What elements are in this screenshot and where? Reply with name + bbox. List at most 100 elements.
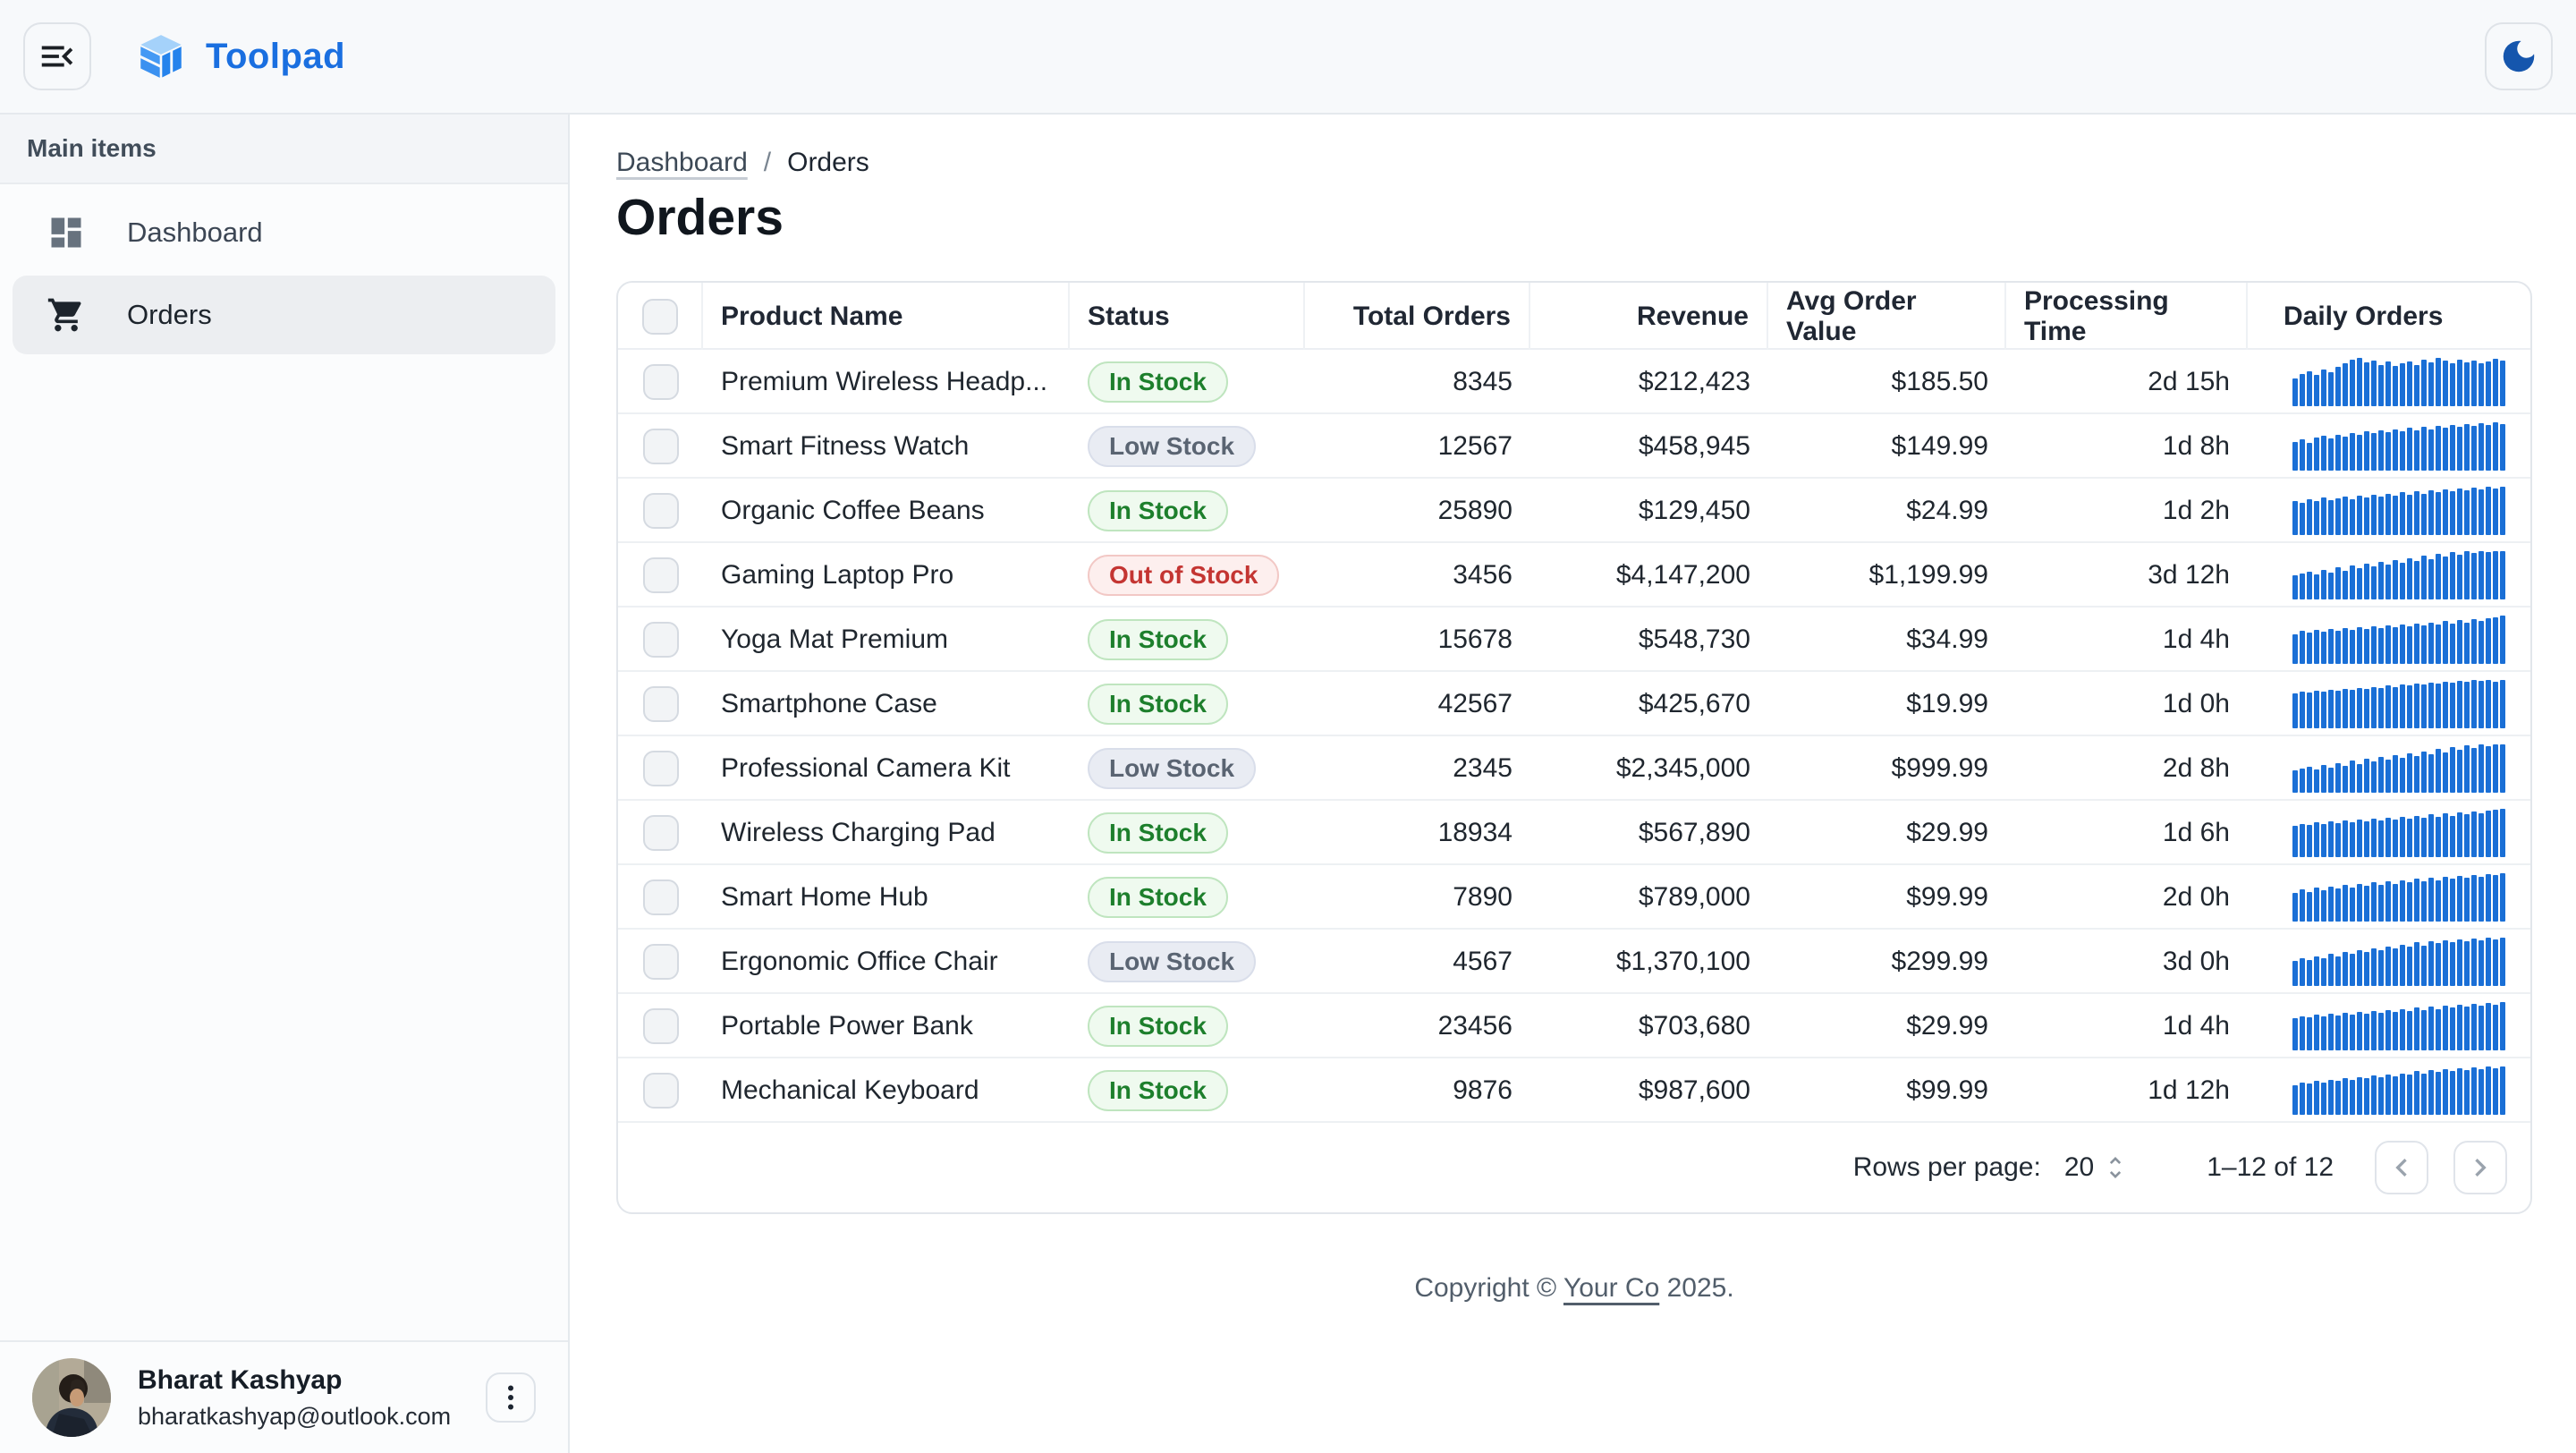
sidebar-item-dashboard[interactable]: Dashboard — [13, 197, 555, 268]
avg-order-value-cell: $29.99 — [1906, 1011, 1988, 1041]
revenue-cell: $1,370,100 — [1615, 947, 1750, 976]
total-orders-cell: 42567 — [1437, 689, 1513, 718]
daily-orders-sparkline — [2292, 551, 2507, 599]
collapse-menu-button[interactable] — [23, 22, 91, 90]
row-checkbox-cell — [618, 801, 703, 865]
product-name-cell: Mechanical Keyboard — [721, 1075, 979, 1105]
revenue-cell: $703,680 — [1638, 1011, 1750, 1041]
dashboard-icon — [47, 213, 86, 252]
copyright-prefix: Copyright © — [1414, 1273, 1563, 1303]
processing-time-cell: 1d 12h — [2148, 1075, 2230, 1105]
product-name-cell: Professional Camera Kit — [721, 753, 1011, 783]
company-link[interactable]: Your Co — [1563, 1273, 1660, 1303]
status-cell: Out of Stock — [1070, 543, 1305, 608]
daily-orders-cell — [2248, 801, 2530, 865]
total-orders-cell: 25890 — [1437, 496, 1513, 525]
status-badge: In Stock — [1088, 1006, 1228, 1047]
status-cell: In Stock — [1070, 672, 1305, 736]
product-name-cell: Ergonomic Office Chair — [721, 947, 998, 976]
row-checkbox[interactable] — [642, 751, 679, 786]
table-row: Smart Home Hub In Stock 7890 $789,000 $99.99… — [618, 865, 2530, 930]
row-checkbox[interactable] — [642, 1008, 679, 1044]
product-name-cell: Portable Power Bank — [721, 1011, 973, 1041]
next-page-button[interactable] — [2453, 1141, 2507, 1194]
column-header-total-orders[interactable]: Total Orders — [1305, 283, 1530, 350]
column-header-status[interactable]: Status — [1070, 283, 1305, 350]
status-cell: In Stock — [1070, 801, 1305, 865]
sidebar-item-orders[interactable]: Orders — [13, 276, 555, 354]
total-orders-cell: 9876 — [1453, 1075, 1513, 1105]
row-checkbox[interactable] — [642, 879, 679, 915]
previous-page-button[interactable] — [2375, 1141, 2428, 1194]
row-checkbox-cell — [618, 350, 703, 414]
revenue-cell: $789,000 — [1638, 882, 1750, 912]
theme-toggle-button[interactable] — [2485, 22, 2553, 90]
daily-orders-cell — [2248, 672, 2530, 736]
table-row: Gaming Laptop Pro Out of Stock 3456 $4,147,… — [618, 543, 2530, 608]
column-header-avg-order-value[interactable]: Avg Order Value — [1768, 283, 2006, 350]
select-all-checkbox[interactable] — [641, 298, 678, 335]
row-checkbox[interactable] — [642, 557, 679, 593]
status-badge: Low Stock — [1088, 426, 1257, 467]
table-row: Mechanical Keyboard In Stock 9876 $987,600 $… — [618, 1058, 2530, 1123]
avg-order-value-cell: $34.99 — [1906, 625, 1988, 654]
table-body: Premium Wireless Headp... In Stock 8345 $21… — [618, 350, 2530, 1123]
row-checkbox-cell — [618, 930, 703, 994]
row-checkbox[interactable] — [642, 622, 679, 658]
user-name: Bharat Kashyap — [138, 1364, 343, 1395]
table-header-row: Product Name Status Total Orders Revenue… — [618, 283, 2530, 350]
status-cell: In Stock — [1070, 865, 1305, 930]
sidebar-nav: Dashboard Orders — [0, 184, 568, 361]
status-badge: Out of Stock — [1088, 555, 1280, 596]
total-orders-cell: 4567 — [1453, 947, 1513, 976]
daily-orders-cell — [2248, 994, 2530, 1058]
daily-orders-sparkline — [2292, 422, 2507, 471]
row-checkbox-cell — [618, 479, 703, 543]
breadcrumb-dashboard-link[interactable]: Dashboard — [616, 148, 748, 177]
daily-orders-cell — [2248, 865, 2530, 930]
status-badge: In Stock — [1088, 490, 1228, 531]
total-orders-cell: 8345 — [1453, 367, 1513, 396]
processing-time-cell: 3d 12h — [2148, 560, 2230, 590]
row-checkbox[interactable] — [642, 944, 679, 980]
unfold-more-icon — [2110, 1157, 2122, 1178]
table-row: Professional Camera Kit Low Stock 2345 $2,3… — [618, 736, 2530, 801]
daily-orders-cell — [2248, 608, 2530, 672]
column-header-processing-time[interactable]: Processing Time — [2006, 283, 2248, 350]
row-checkbox[interactable] — [642, 364, 679, 400]
total-orders-cell: 18934 — [1437, 818, 1513, 847]
daily-orders-cell — [2248, 736, 2530, 801]
copyright-suffix: 2025. — [1659, 1273, 1734, 1303]
sidebar-spacer — [0, 361, 568, 1340]
daily-orders-sparkline — [2292, 873, 2507, 922]
row-checkbox[interactable] — [642, 815, 679, 851]
brand-home-link[interactable]: Toolpad — [138, 33, 345, 80]
total-orders-cell: 3456 — [1453, 560, 1513, 590]
column-header-daily-orders[interactable]: Daily Orders — [2284, 301, 2444, 331]
processing-time-cell: 3d 0h — [2162, 947, 2230, 976]
product-name-cell: Gaming Laptop Pro — [721, 560, 954, 590]
row-checkbox-cell — [618, 1058, 703, 1123]
row-checkbox[interactable] — [642, 1073, 679, 1109]
daily-orders-sparkline — [2292, 809, 2507, 857]
row-checkbox[interactable] — [642, 493, 679, 529]
avg-order-value-cell: $19.99 — [1906, 689, 1988, 718]
row-checkbox[interactable] — [642, 686, 679, 722]
table-row: Smart Fitness Watch Low Stock 12567 $458,94… — [618, 414, 2530, 479]
rows-per-page-value: 20 — [2063, 1152, 2095, 1182]
daily-orders-cell — [2248, 414, 2530, 479]
status-badge: Low Stock — [1088, 941, 1257, 982]
user-menu-button[interactable] — [486, 1372, 536, 1423]
sidebar-section-label: Main items — [0, 115, 568, 184]
rows-per-page-select[interactable]: 20 — [2064, 1152, 2130, 1183]
total-orders-cell: 7890 — [1453, 882, 1513, 912]
status-cell: In Stock — [1070, 994, 1305, 1058]
row-checkbox[interactable] — [642, 429, 679, 464]
column-header-revenue[interactable]: Revenue — [1530, 283, 1768, 350]
revenue-cell: $458,945 — [1638, 431, 1750, 461]
processing-time-cell: 1d 4h — [2162, 1011, 2230, 1041]
column-header-product-name[interactable]: Product Name — [703, 283, 1070, 350]
breadcrumb-separator: / — [763, 148, 772, 177]
row-checkbox-cell — [618, 414, 703, 479]
